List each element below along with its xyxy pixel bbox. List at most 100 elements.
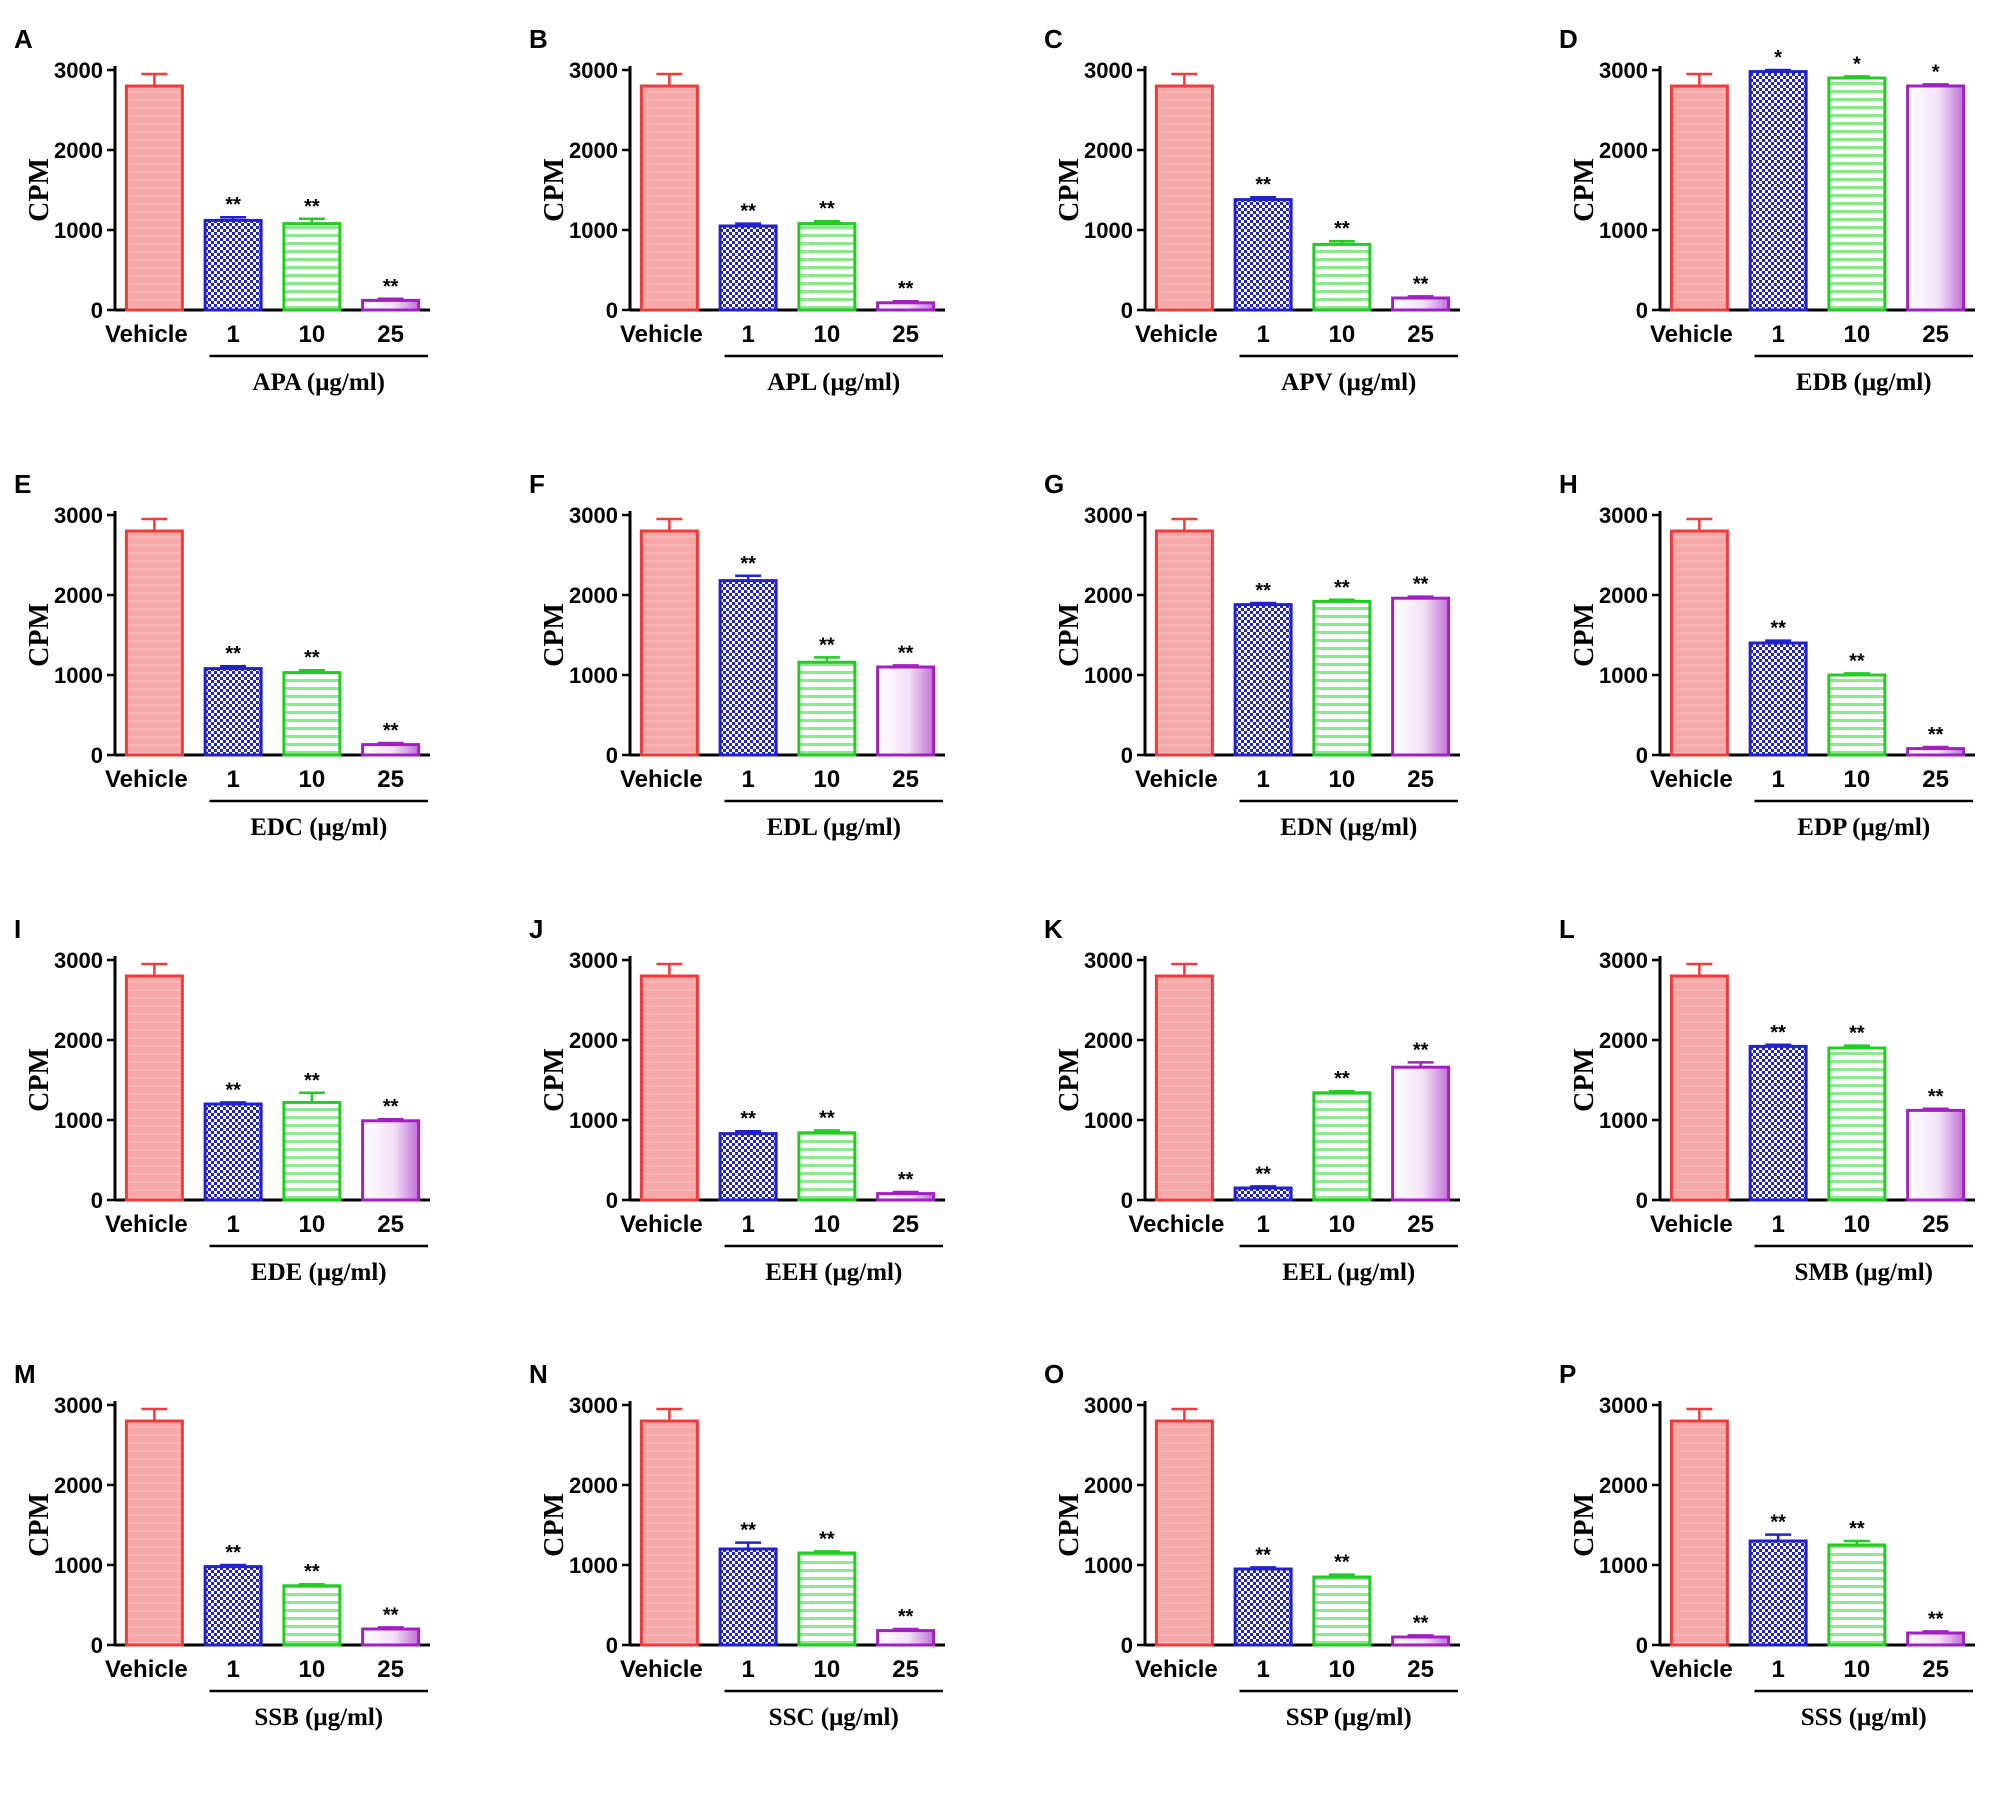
x-tick-label: Vehicle — [1650, 321, 1733, 348]
bar-dose-1 — [1748, 70, 1808, 312]
x-tick-label: 25 — [377, 766, 404, 793]
bar-dose-10 — [797, 660, 857, 757]
bar-vehicle — [639, 84, 699, 312]
significance-label: ** — [898, 1169, 914, 1191]
y-tick-label: 1000 — [1599, 1553, 1648, 1578]
y-axis-label: CPM — [1054, 158, 1085, 222]
x-tick-label: Vehicle — [105, 1656, 188, 1683]
x-tick-label: Vechicle — [1128, 1211, 1224, 1238]
bar-vehicle — [1154, 529, 1214, 757]
y-tick-label: 3000 — [569, 58, 618, 83]
panel-letter: H — [1559, 469, 1578, 499]
bar-dose-25 — [876, 1192, 936, 1202]
y-tick-label: 3000 — [1599, 948, 1648, 973]
bar-dose-1 — [1748, 1044, 1808, 1202]
bar-vehicle — [639, 1419, 699, 1647]
chart-panel-i: I CPM 0 1000 2000 3000 Vehicle ** 1 ** 10 ** 25 EDE (… — [10, 900, 490, 1320]
x-tick-label: Vehicle — [1135, 321, 1218, 348]
significance-label: ** — [898, 1606, 914, 1628]
y-axis-label: CPM — [539, 158, 570, 222]
x-tick-label: 25 — [1922, 766, 1949, 793]
bar-dose-25 — [1906, 747, 1966, 757]
panel-letter: L — [1559, 914, 1575, 944]
x-tick-label: 1 — [741, 1656, 754, 1683]
y-tick-label: 3000 — [1599, 1393, 1648, 1418]
bar-dose-1 — [718, 224, 778, 312]
bar-dose-25 — [361, 743, 421, 757]
significance-label: ** — [740, 1108, 756, 1130]
x-tick-label: Vehicle — [1650, 766, 1733, 793]
x-tick-label: 25 — [892, 321, 919, 348]
x-axis-label: SSC (μg/ml) — [769, 1704, 899, 1731]
y-axis-label: CPM — [24, 1493, 55, 1557]
x-tick-label: 25 — [1407, 321, 1434, 348]
chart-svg: I CPM 0 1000 2000 3000 Vehicle ** 1 ** 10 ** 25 EDE (… — [14, 914, 430, 1286]
y-tick-label: 1000 — [54, 1108, 103, 1133]
bar-dose-10 — [1827, 673, 1887, 757]
chart-svg: E CPM 0 1000 2000 3000 Vehicle ** 1 ** 10 ** 25 EDC (… — [14, 469, 430, 841]
x-tick-label: 1 — [741, 766, 754, 793]
y-tick-label: 2000 — [569, 138, 618, 163]
chart-svg: M CPM 0 1000 2000 3000 Vehicle ** 1 ** 10 ** 25 SSB (… — [14, 1359, 430, 1731]
y-axis-label: CPM — [539, 603, 570, 667]
bar-vehicle — [124, 529, 184, 757]
significance-label: ** — [1255, 580, 1271, 602]
x-tick-label: 1 — [741, 1211, 754, 1238]
panel-letter: K — [1044, 914, 1063, 944]
bar-dose-10 — [282, 671, 342, 757]
panel-letter: E — [14, 469, 31, 499]
bar-dose-25 — [1906, 1108, 1966, 1202]
y-tick-label: 1000 — [569, 663, 618, 688]
significance-label: * — [1932, 61, 1940, 83]
x-axis-label: EDC (μg/ml) — [250, 814, 387, 841]
y-tick-label: 1000 — [1599, 663, 1648, 688]
y-tick-label: 0 — [606, 1188, 618, 1213]
x-axis-label: EDE (μg/ml) — [251, 1259, 387, 1286]
significance-label: ** — [1334, 577, 1350, 599]
panel-letter: G — [1044, 469, 1064, 499]
bar-dose-10 — [797, 1131, 857, 1202]
bar-vehicle — [1669, 84, 1729, 312]
x-tick-label: Vehicle — [105, 321, 188, 348]
significance-label: ** — [898, 642, 914, 664]
bar-dose-10 — [282, 1100, 342, 1202]
bar-dose-1 — [203, 1565, 263, 1647]
bar-dose-25 — [1906, 1631, 1966, 1647]
chart-panel-f: F CPM 0 1000 2000 3000 Vehicle ** 1 ** 10 ** 25 EDL (… — [525, 455, 1005, 875]
bar-dose-10 — [282, 222, 342, 312]
bar-dose-10 — [1827, 1543, 1887, 1647]
significance-label: ** — [1255, 1163, 1271, 1185]
chart-svg: H CPM 0 1000 2000 3000 Vehicle ** 1 ** 10 ** 25 EDP (… — [1559, 469, 1975, 841]
bar-dose-1 — [1748, 1539, 1808, 1647]
significance-label: ** — [1770, 1022, 1786, 1044]
y-tick-label: 1000 — [1599, 1108, 1648, 1133]
significance-label: ** — [819, 1528, 835, 1550]
x-axis-label: SSB (μg/ml) — [254, 1704, 383, 1731]
bar-dose-25 — [876, 1629, 936, 1647]
chart-panel-a: A CPM 0 1000 2000 3000 Vehicle ** 1 ** 10 ** 25 APA (… — [10, 10, 490, 430]
x-tick-label: 10 — [814, 321, 841, 348]
chart-svg: D CPM 0 1000 2000 3000 Vehicle * 1 * 10 * 25 EDB (μg/… — [1559, 24, 1975, 396]
bar-dose-10 — [1827, 1046, 1887, 1202]
panel-letter: I — [14, 914, 21, 944]
y-tick-label: 3000 — [54, 58, 103, 83]
bar-dose-1 — [203, 1102, 263, 1202]
significance-label: ** — [225, 1079, 241, 1101]
significance-label: ** — [304, 1070, 320, 1092]
chart-svg: B CPM 0 1000 2000 3000 Vehicle ** 1 ** 10 ** 25 APL (… — [529, 24, 945, 396]
bar-dose-10 — [1312, 599, 1372, 757]
panel-letter: N — [529, 1359, 548, 1389]
x-tick-label: 10 — [814, 1656, 841, 1683]
bar-dose-1 — [718, 579, 778, 757]
significance-label: ** — [819, 1107, 835, 1129]
y-tick-label: 2000 — [54, 1028, 103, 1053]
bar-vehicle — [124, 84, 184, 312]
bar-dose-1 — [1233, 1186, 1293, 1202]
chart-svg: K CPM 0 1000 2000 3000 Vechicle ** 1 ** 10 ** 25 EEL … — [1044, 914, 1460, 1286]
bar-dose-25 — [876, 301, 936, 312]
y-tick-label: 0 — [1636, 298, 1648, 323]
x-axis-label: EDL (μg/ml) — [767, 814, 901, 841]
x-tick-label: 10 — [1329, 766, 1356, 793]
bar-dose-1 — [1233, 1567, 1293, 1647]
